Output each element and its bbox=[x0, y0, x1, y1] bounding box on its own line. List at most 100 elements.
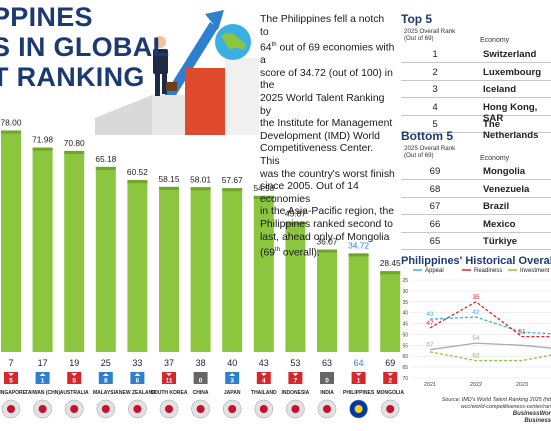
bar bbox=[127, 180, 148, 352]
rank-cell: 3 bbox=[432, 84, 438, 96]
intro-line: since 2005. Out of 14 economies bbox=[260, 181, 359, 205]
intro-sup: th bbox=[275, 247, 281, 254]
rank-cell: 69 bbox=[429, 166, 441, 177]
rank-change-badge bbox=[383, 372, 398, 384]
series-line bbox=[429, 342, 551, 351]
economy-cell: Luxembourg bbox=[483, 66, 542, 78]
y-tick-label: 35 bbox=[402, 300, 408, 306]
intro-text: overall). bbox=[280, 247, 320, 259]
top5-table: 1 Switzerland 2 Luxembourg 3 Iceland 4 Hong Kon… bbox=[401, 46, 551, 141]
bar-value-label: 58.15 bbox=[159, 174, 180, 184]
rank-change-label: 5 bbox=[72, 378, 76, 385]
flag-emblem bbox=[228, 405, 237, 413]
bar-value-label: 65.18 bbox=[95, 154, 116, 164]
series-line bbox=[429, 301, 551, 338]
bottom5-table: 69 Mongolia 68 Venezuela 67 Brazil 66 Mexico 65 T… bbox=[401, 163, 551, 253]
bar-value-label: 45.87 bbox=[285, 209, 306, 219]
series-point-label: 57 bbox=[426, 342, 434, 349]
rank-change-label: 1 bbox=[41, 378, 45, 385]
bar-cap bbox=[222, 188, 243, 192]
up-arrow-icon bbox=[39, 373, 46, 376]
category-label: INDONESIA bbox=[282, 390, 310, 396]
series-point-label: 47 bbox=[426, 320, 434, 327]
flag-emblem bbox=[133, 405, 142, 413]
rank-cell: 68 bbox=[429, 183, 441, 195]
bar-value-label: 36.07 bbox=[317, 237, 338, 247]
y-tick-label: 60 bbox=[402, 354, 408, 360]
bar-value-label: 60.52 bbox=[127, 167, 148, 177]
bottom5-row: 67 Brazil bbox=[401, 198, 551, 216]
bar bbox=[190, 187, 211, 352]
rank-cell: 67 bbox=[429, 201, 441, 213]
intro-line: in the Asia-Pacific region, the bbox=[260, 206, 394, 218]
rank-change-badge bbox=[130, 372, 145, 384]
y-tick-label: 30 bbox=[402, 289, 408, 295]
up-arrow-icon bbox=[102, 373, 109, 376]
bar-cap bbox=[285, 221, 306, 225]
legend-label: Readiness bbox=[474, 268, 502, 274]
hero-illustration bbox=[95, 10, 259, 135]
rank-change-label: 0 bbox=[199, 378, 203, 385]
headline-line-2: S IN GLOBAL bbox=[0, 32, 170, 62]
bar bbox=[64, 150, 85, 352]
bar bbox=[348, 253, 369, 352]
rank-change-badge bbox=[193, 372, 208, 384]
bottom5-rank-header: 2025 Overall Rank (Out of 69) bbox=[404, 145, 455, 159]
growth-arrow-head bbox=[205, 10, 224, 30]
category-label: MONGOLIA bbox=[376, 390, 404, 396]
rank-label: 25 bbox=[101, 358, 111, 368]
bar-cap bbox=[190, 187, 211, 191]
bottom5-economy-header: Economy bbox=[480, 155, 510, 162]
rank-change-badge bbox=[256, 372, 271, 384]
category-label: CHINA bbox=[193, 390, 209, 396]
rank-change-label: 4 bbox=[262, 378, 266, 385]
bar-cap bbox=[253, 195, 274, 199]
rank-label: 63 bbox=[322, 358, 332, 368]
rank-change-label: 3 bbox=[230, 378, 234, 385]
down-arrow-icon bbox=[260, 373, 267, 376]
intro-line: 2025 World Talent Ranking by bbox=[260, 93, 385, 117]
flag-emblem bbox=[386, 405, 395, 413]
y-tick-label: 45 bbox=[402, 322, 408, 328]
top5-row: 1 Switzerland bbox=[401, 46, 551, 63]
bar-value-label: 71.98 bbox=[32, 135, 53, 145]
source-line: Source: IMD's World Talent Ranking 2025 … bbox=[441, 397, 551, 403]
flag-emblem bbox=[7, 405, 15, 413]
rank-change-badge bbox=[162, 372, 176, 384]
intro-line: Development (IMD) World bbox=[260, 130, 380, 142]
category-label: SOUTH KOREA bbox=[151, 390, 188, 396]
category-label: SINGAPORE bbox=[0, 390, 27, 396]
bar bbox=[32, 147, 53, 352]
economy-cell: Türkiye bbox=[483, 236, 518, 248]
rank-change-badge bbox=[35, 372, 50, 384]
headline: PPINES S IN GLOBAL T RANKING bbox=[0, 2, 169, 92]
category-label: MALAYSIA bbox=[93, 390, 119, 396]
down-arrow-icon bbox=[387, 373, 394, 376]
rank-change-badge bbox=[67, 372, 82, 384]
category-label: AUSTRALIA bbox=[60, 390, 89, 396]
economy-cell: Mexico bbox=[483, 218, 516, 230]
businessman-head bbox=[154, 36, 166, 48]
intro-paragraph: The Philippines fell a notch to 64th out… bbox=[260, 14, 395, 260]
rank-change-label: 11 bbox=[166, 378, 173, 385]
intro-text: (69 bbox=[260, 247, 276, 259]
bottom5-title: Bottom 5 bbox=[401, 129, 453, 143]
bar bbox=[222, 188, 243, 352]
top5-economy-header: Economy bbox=[480, 37, 510, 44]
headline-line-1: PPINES bbox=[0, 2, 93, 32]
rank-label: 7 bbox=[8, 358, 13, 368]
category-label: NEW ZEALAND bbox=[119, 390, 156, 396]
flag-emblem bbox=[165, 405, 173, 413]
bar-value-label: 57.67 bbox=[222, 175, 243, 185]
category-label: TAIWAN (CHN) bbox=[25, 390, 60, 396]
rank-label: 33 bbox=[132, 358, 142, 368]
headline-line-3: T RANKING bbox=[0, 62, 145, 92]
bar-value-label: 70.80 bbox=[64, 138, 85, 148]
intro-line: 64th out of 69 economies with a bbox=[260, 39, 395, 68]
intro-line: (69th overall). bbox=[260, 244, 395, 260]
flag-emblem bbox=[291, 405, 300, 413]
header-line: 2025 Overall Rank bbox=[404, 145, 456, 152]
up-arrow-icon bbox=[229, 373, 236, 376]
down-arrow-icon bbox=[355, 373, 362, 376]
flag-emblem bbox=[354, 405, 363, 413]
